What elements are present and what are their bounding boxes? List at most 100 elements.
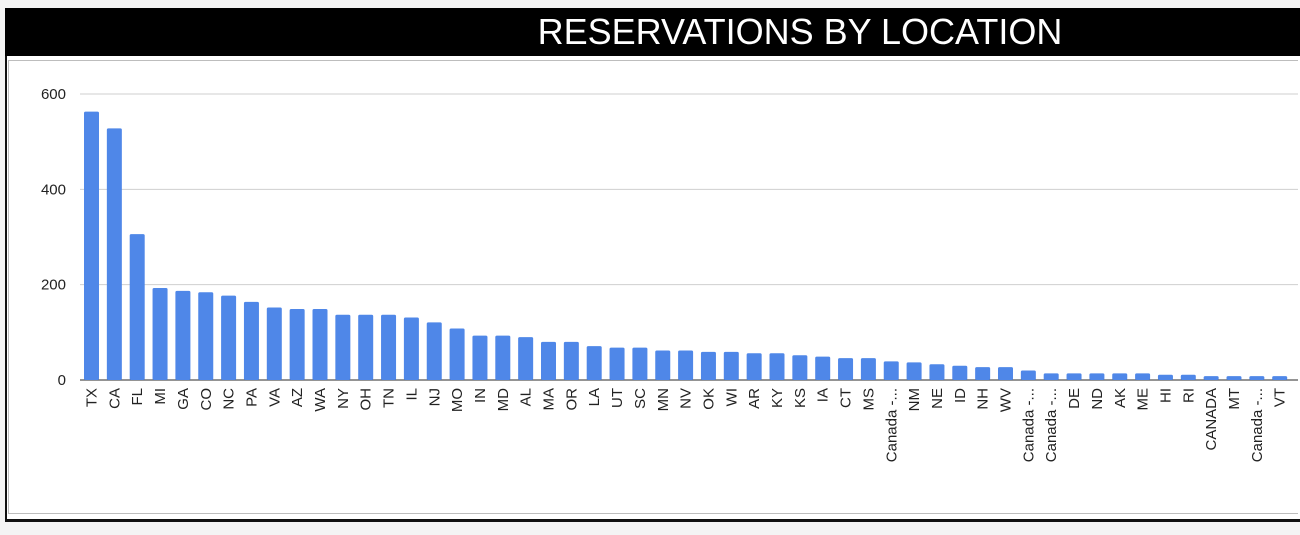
x-category-label: MS bbox=[860, 388, 877, 411]
bar-canada bbox=[1203, 376, 1219, 380]
x-category-label: NJ bbox=[426, 388, 443, 406]
x-category-label: MT bbox=[1226, 388, 1243, 410]
bars bbox=[84, 111, 1288, 381]
x-category-label: Canada -... bbox=[1020, 388, 1037, 462]
x-category-label: VT bbox=[1272, 388, 1289, 407]
x-category-label: MO bbox=[449, 388, 466, 412]
bar-ks bbox=[792, 355, 808, 380]
bar-fl bbox=[129, 234, 145, 380]
x-category-label: NY bbox=[335, 388, 352, 409]
bar-md bbox=[495, 335, 511, 380]
bar-va bbox=[266, 307, 282, 380]
x-category-label: ME bbox=[1135, 388, 1152, 411]
x-category-label: IN bbox=[472, 388, 489, 403]
chart-title: RESERVATIONS BY LOCATION bbox=[537, 11, 1063, 52]
x-category-label: OK bbox=[700, 388, 717, 410]
bar-wi bbox=[723, 351, 739, 380]
bar-sc bbox=[632, 347, 648, 380]
x-category-label: IL bbox=[403, 388, 420, 401]
x-category-label: CA bbox=[106, 388, 123, 409]
x-category-label: FL bbox=[129, 388, 146, 406]
bar-vt bbox=[1272, 376, 1288, 380]
bar-canada- bbox=[883, 361, 899, 380]
bar-oh bbox=[358, 314, 374, 380]
bar-ok bbox=[700, 351, 716, 380]
bar-nh bbox=[975, 367, 991, 380]
bar-hi bbox=[1157, 374, 1173, 380]
y-tick-label: 600 bbox=[41, 86, 66, 103]
bar-ne bbox=[929, 364, 945, 380]
bar-il bbox=[403, 317, 419, 380]
x-category-label: RI bbox=[1180, 388, 1197, 403]
bar-tx bbox=[84, 111, 99, 381]
x-category-label: NC bbox=[221, 388, 238, 410]
bar-canada- bbox=[1043, 373, 1059, 380]
x-category-label: OR bbox=[563, 388, 580, 411]
bar-tn bbox=[381, 314, 397, 380]
y-tick-label: 0 bbox=[58, 372, 66, 389]
x-category-label: NE bbox=[929, 388, 946, 409]
x-category-label: SC bbox=[632, 388, 649, 409]
x-category-label: AK bbox=[1112, 388, 1129, 408]
x-category-label: AL bbox=[518, 388, 535, 406]
x-category-label: Canada -... bbox=[1043, 388, 1060, 462]
bar-me bbox=[1135, 373, 1151, 380]
bar-ma bbox=[541, 341, 556, 380]
x-category-label: NV bbox=[678, 388, 695, 409]
x-category-label: PA bbox=[243, 388, 260, 407]
x-category-label: MI bbox=[152, 388, 169, 405]
bar-nj bbox=[426, 322, 442, 380]
x-category-label: WV bbox=[998, 388, 1015, 412]
x-category-label: IA bbox=[815, 388, 832, 402]
x-category-label: KY bbox=[769, 388, 786, 408]
x-category-label: ID bbox=[952, 388, 969, 403]
x-axis-labels: TX CA FL MI GA CO NC PA VA AZ WA NY OH TN IL NJ MO IN MD AL… bbox=[84, 388, 1289, 462]
x-category-label: NM bbox=[906, 388, 923, 411]
bar-az bbox=[289, 308, 305, 380]
bar-mi bbox=[152, 288, 168, 380]
bar-nv bbox=[678, 350, 694, 380]
x-category-label: TN bbox=[381, 388, 398, 408]
bar-ky bbox=[769, 353, 785, 380]
bar-id bbox=[952, 365, 968, 380]
bar-ri bbox=[1180, 374, 1196, 380]
title-bar: RESERVATIONS BY LOCATION bbox=[5, 8, 1300, 56]
x-category-label: MN bbox=[655, 388, 672, 411]
bar-de bbox=[1066, 373, 1082, 380]
bar-ut bbox=[609, 347, 625, 380]
bar-ms bbox=[860, 358, 876, 380]
bar-ny bbox=[335, 314, 351, 380]
x-category-label: DE bbox=[1066, 388, 1083, 409]
x-category-label: GA bbox=[175, 388, 192, 410]
gridlines bbox=[80, 93, 1298, 381]
bar-pa bbox=[243, 301, 259, 380]
y-axis: 0 200 400 600 bbox=[41, 86, 66, 389]
x-category-label: HI bbox=[1157, 388, 1174, 403]
bar-or bbox=[563, 341, 579, 380]
x-category-label: TX bbox=[84, 388, 101, 407]
bar-ar bbox=[746, 353, 762, 380]
bar-ct bbox=[838, 358, 854, 380]
y-tick-label: 400 bbox=[41, 181, 66, 198]
x-category-label: VA bbox=[266, 388, 283, 407]
bar-nd bbox=[1089, 373, 1105, 380]
bar-mt bbox=[1226, 376, 1242, 380]
bar-nm bbox=[906, 362, 922, 380]
bar-al bbox=[518, 337, 534, 380]
bar-ca bbox=[106, 128, 122, 380]
x-category-label: WI bbox=[723, 388, 740, 406]
x-category-label: CANADA bbox=[1203, 388, 1220, 451]
plot-frame bbox=[8, 60, 1298, 514]
bar-ak bbox=[1112, 373, 1128, 380]
bar-wv bbox=[998, 367, 1013, 380]
x-category-label: UT bbox=[609, 388, 626, 408]
bar-la bbox=[586, 346, 602, 380]
x-category-label: AR bbox=[746, 388, 763, 409]
bar-in bbox=[472, 335, 488, 380]
y-tick-label: 200 bbox=[41, 277, 66, 294]
bar-mn bbox=[655, 350, 671, 380]
x-category-label: WA bbox=[312, 388, 329, 412]
x-category-label: AZ bbox=[289, 388, 306, 407]
bar-co bbox=[198, 292, 214, 380]
